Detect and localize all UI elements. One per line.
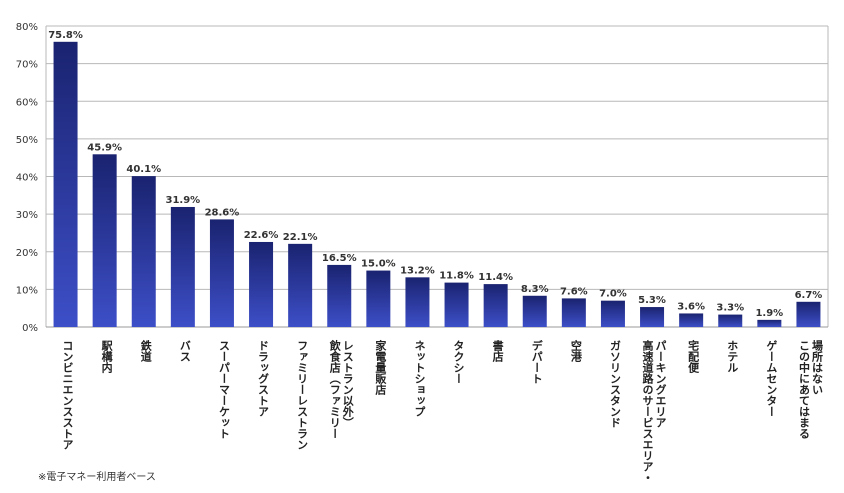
data-label: 16.5%	[322, 253, 357, 264]
x-tick-label-line: スーパーマーケット	[217, 340, 230, 439]
x-tick-label: 飲食店（ファミリー レストラン以外）	[328, 339, 355, 439]
data-label: 11.8%	[439, 271, 474, 282]
bar	[405, 277, 430, 327]
bar	[288, 243, 313, 327]
data-label: 3.3%	[716, 303, 744, 314]
x-tick-label-line: パーキングエリア	[654, 340, 667, 428]
x-tick-label-line: 鉄道	[139, 339, 152, 363]
x-tick-label-line: 飲食店（ファミリー	[328, 339, 342, 439]
bar	[483, 284, 508, 327]
data-label: 22.1%	[283, 232, 318, 243]
x-tick-label-line: 家電量販店	[374, 339, 387, 396]
bar	[366, 270, 391, 327]
data-label: 6.7%	[795, 290, 823, 301]
x-tick-label: 家電量販店	[374, 339, 387, 396]
y-tick-label: 70%	[16, 60, 38, 71]
x-tick-label-line: デパート	[530, 339, 543, 384]
x-tick-label: ホテル	[726, 340, 739, 373]
y-tick-label: 30%	[16, 210, 38, 221]
x-tick-label: 空港	[569, 339, 582, 363]
data-label: 7.0%	[599, 289, 627, 300]
data-label: 45.9%	[87, 142, 122, 153]
x-tick-label: デパート	[530, 339, 543, 384]
x-tick-label-line: 書店	[491, 339, 504, 363]
x-tick-label-line: レストラン以外）	[341, 340, 355, 428]
x-tick-label: ゲームセンター	[765, 339, 778, 417]
bar	[170, 206, 195, 327]
bar	[209, 219, 234, 327]
bar	[327, 264, 352, 327]
x-tick-label: スーパーマーケット	[217, 340, 230, 439]
bar	[249, 241, 274, 327]
data-label: 11.4%	[478, 272, 513, 283]
y-tick-label: 40%	[16, 173, 38, 184]
x-tick-label: タクシー	[452, 340, 465, 384]
bar	[757, 319, 782, 327]
data-label: 75.8%	[48, 30, 83, 41]
x-tick-label: 書店	[491, 339, 504, 363]
x-tick-label: ネットショップ	[413, 340, 426, 417]
x-tick-label: ファミリーレストラン	[296, 340, 309, 450]
data-label: 8.3%	[521, 284, 549, 295]
x-tick-label-line: この中にあてはまる	[797, 340, 810, 440]
data-label: 22.6%	[244, 230, 279, 241]
y-tick-label: 20%	[16, 248, 38, 259]
y-tick-label: 80%	[16, 22, 38, 33]
x-tick-label-line: ネットショップ	[413, 340, 426, 417]
data-label: 40.1%	[126, 164, 161, 175]
x-tick-label-line: ゲームセンター	[765, 339, 778, 417]
y-tick-label: 60%	[16, 97, 38, 108]
x-tick-label: 高速道路のサービスエリア・ パーキングエリア	[641, 339, 667, 483]
x-tick-label: ガソリンスタンド	[608, 340, 621, 428]
x-tick-label: バス	[178, 340, 191, 362]
x-tick-label-line: コンビニエンスストア	[61, 340, 74, 450]
bar	[92, 154, 117, 327]
x-tick-label: ドラッグストア	[257, 340, 270, 417]
x-tick-label: コンビニエンスストア	[61, 340, 74, 450]
data-label: 1.9%	[755, 308, 783, 319]
bar	[522, 295, 547, 327]
x-tick-label-line: 空港	[569, 339, 582, 363]
y-tick-label: 10%	[16, 285, 38, 296]
data-label: 5.3%	[638, 295, 666, 306]
x-tick-label-line: 高速道路のサービスエリア・	[641, 339, 654, 483]
bar	[561, 298, 586, 327]
x-tick-label-line: ドラッグストア	[257, 340, 270, 417]
x-tick-label-line: バス	[178, 340, 191, 362]
x-tick-label-line: タクシー	[452, 340, 465, 384]
bar	[131, 176, 156, 327]
data-label: 31.9%	[165, 195, 200, 206]
bar	[53, 41, 78, 328]
x-tick-label-line: ホテル	[726, 340, 739, 373]
x-tick-label: この中にあてはまる 場所はない	[797, 339, 823, 440]
bar	[600, 300, 625, 327]
bar	[444, 282, 469, 327]
x-tick-label: 鉄道	[139, 339, 152, 363]
data-label: 15.0%	[361, 259, 396, 270]
data-label: 28.6%	[205, 207, 240, 218]
bar	[640, 307, 665, 327]
y-tick-label: 50%	[16, 135, 38, 146]
x-tick-label-line: 駅構内	[100, 340, 114, 374]
bar	[679, 313, 704, 327]
x-tick-label-line: 場所はない	[810, 339, 823, 395]
data-label: 13.2%	[400, 265, 435, 276]
x-tick-label: 宅配便	[687, 339, 700, 374]
bar	[718, 314, 743, 327]
x-tick-label-line: 宅配便	[687, 339, 700, 374]
data-label: 3.6%	[677, 301, 705, 312]
y-tick-label: 0%	[22, 323, 38, 334]
x-tick-label: 駅構内	[100, 340, 114, 374]
bar	[796, 301, 821, 327]
footnote: ※電子マネー利用者ベース	[38, 472, 156, 483]
x-tick-label-line: ガソリンスタンド	[608, 340, 621, 428]
data-label: 7.6%	[560, 286, 588, 297]
x-tick-label-line: ファミリーレストラン	[296, 340, 309, 450]
